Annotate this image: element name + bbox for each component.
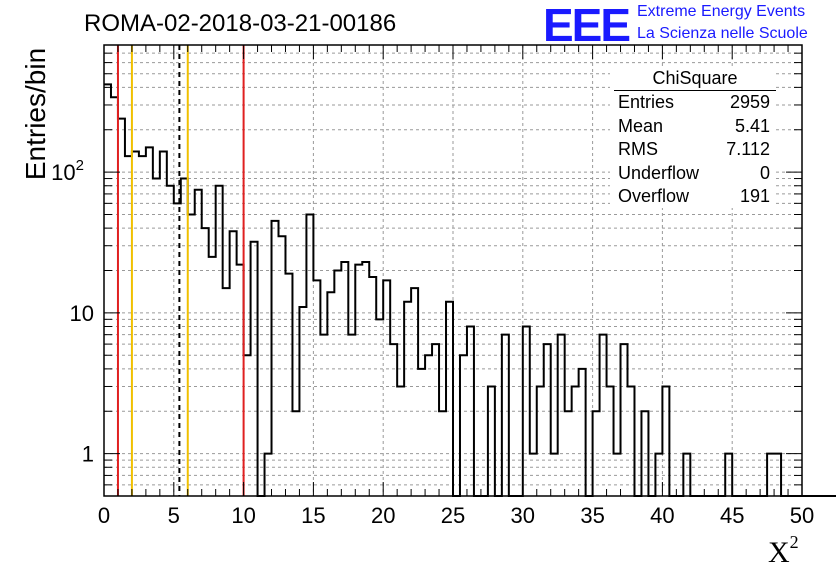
x-tick-label: 15 (301, 503, 325, 528)
stats-key: Overflow (618, 186, 690, 206)
histogram-series (104, 83, 836, 497)
x-axis-label-base: X (768, 536, 790, 569)
y-tick-label: 10 (70, 301, 94, 326)
histogram-line (104, 83, 836, 497)
x-axis-label: X2 (768, 532, 799, 570)
stats-value: 7.112 (726, 139, 770, 159)
x-tick-label: 20 (371, 503, 395, 528)
axes: 0 5 10 15 20 25 30 35 40 45 50 1 10 102 (51, 44, 814, 528)
stats-key: Entries (618, 92, 675, 112)
x-tick-label: 5 (168, 503, 180, 528)
stats-value: 2959 (729, 92, 770, 112)
y-axis-label: Entries/bin (20, 47, 51, 181)
stats-row-entries: Entries 2959 (610, 91, 776, 115)
logo-subtitle-1: Extreme Energy Events (637, 3, 806, 20)
stats-value: 0 (759, 162, 770, 183)
y-tick-label: 102 (51, 157, 84, 185)
stats-box: ChiSquare Entries 2959 Mean 5.41 RMS 7.112 … (610, 66, 776, 208)
x-tick-label: 30 (511, 503, 535, 528)
eee-logo: EEE (543, 0, 631, 51)
stats-header: ChiSquare (614, 66, 776, 91)
x-tick-label: 0 (98, 503, 110, 528)
reference-lines (116, 45, 245, 496)
x-axis-label-sup: 2 (789, 532, 799, 552)
y-tick-label: 1 (82, 442, 94, 467)
x-tick-label: 25 (441, 503, 465, 528)
x-tick-label: 10 (231, 503, 255, 528)
x-tick-label: 40 (650, 503, 674, 528)
stats-key: Mean (618, 115, 664, 136)
logo-subtitle-2: La Scienza nelle Scuole (637, 25, 808, 42)
stats-key: RMS (618, 139, 658, 159)
stats-row-overflow: Overflow 191 (610, 185, 776, 209)
stats-value: 5.41 (734, 115, 770, 136)
x-tick-label: 35 (580, 503, 604, 528)
plot-title: ROMA-02-2018-03-21-00186 (84, 10, 397, 37)
stats-key: Underflow (618, 162, 700, 183)
stats-row-rms: RMS 7.112 (610, 138, 776, 162)
stats-row-mean: Mean 5.41 (610, 115, 776, 139)
x-tick-label: 50 (790, 503, 814, 528)
x-tick-label: 45 (720, 503, 744, 528)
stats-row-underflow: Underflow 0 (610, 162, 776, 186)
stats-value: 191 (739, 186, 770, 206)
